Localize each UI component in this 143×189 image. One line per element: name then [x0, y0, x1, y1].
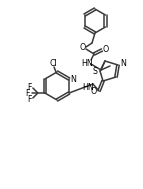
Text: N: N: [70, 74, 76, 84]
Text: F: F: [28, 83, 32, 91]
Text: HN: HN: [82, 83, 94, 91]
Text: O: O: [91, 88, 97, 97]
Text: F: F: [26, 88, 30, 98]
Text: F: F: [28, 94, 32, 104]
Text: S: S: [93, 67, 98, 75]
Text: O: O: [103, 46, 109, 54]
Text: Cl: Cl: [49, 59, 57, 67]
Text: N: N: [120, 60, 126, 68]
Text: HN: HN: [81, 60, 93, 68]
Text: O: O: [80, 43, 86, 53]
